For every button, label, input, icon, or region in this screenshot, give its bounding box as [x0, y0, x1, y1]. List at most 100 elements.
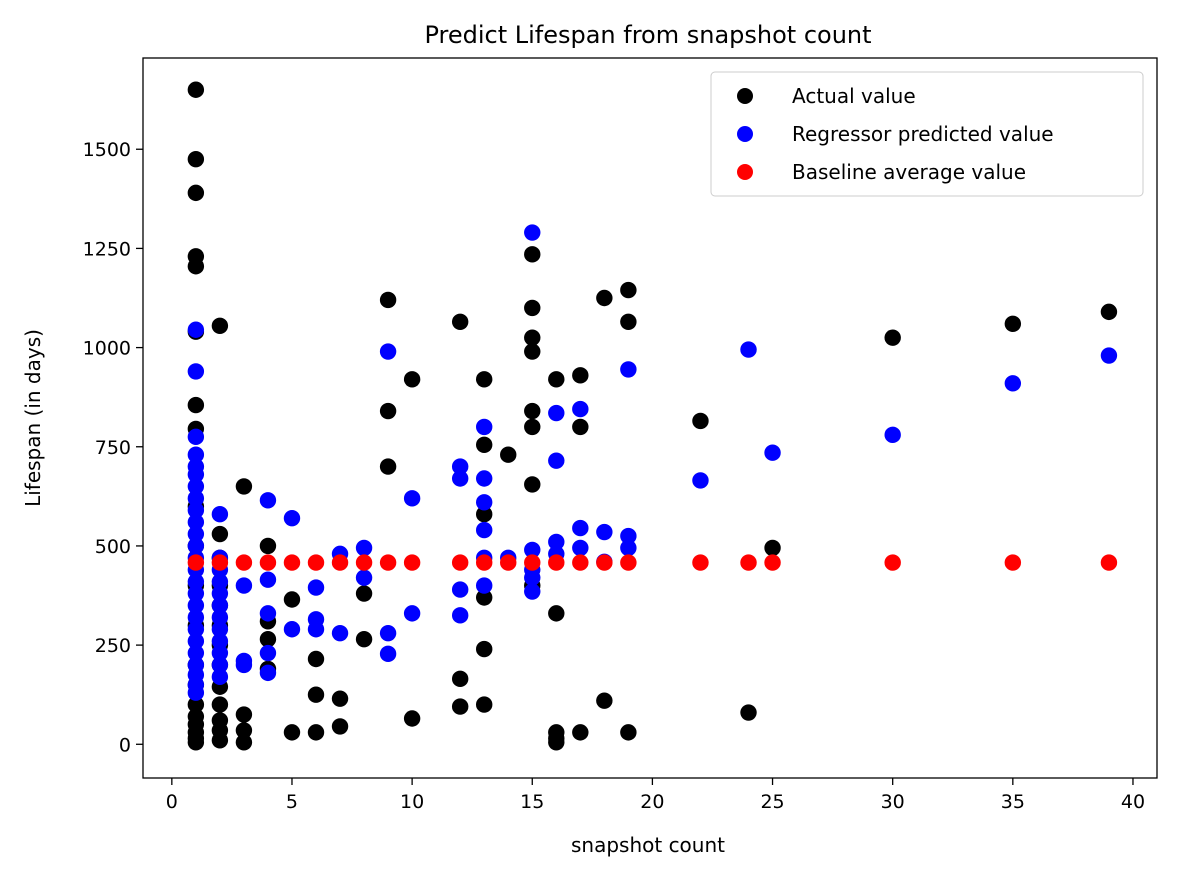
point-actual-65	[524, 246, 541, 263]
point-actual-58	[476, 371, 493, 388]
point-regressor-89	[764, 444, 781, 461]
point-regressor-70	[524, 224, 541, 241]
axis-ticks-layer: 0 5 10 15 20 25 30 35 40 0 250 500 750 1000 1250 1500	[83, 139, 1145, 813]
point-actual-53	[403, 371, 421, 388]
point-actual-79	[572, 418, 589, 436]
point-regressor-10	[187, 525, 205, 543]
point-regressor-68	[476, 577, 493, 594]
point-actual-37	[259, 537, 277, 555]
point-actual-83	[620, 281, 637, 299]
y-tick-label: 500	[95, 536, 131, 558]
point-regressor-53	[355, 569, 373, 586]
point-regressor-79	[572, 400, 589, 418]
point-actual-51	[379, 402, 397, 420]
point-regressor-34	[211, 644, 229, 662]
point-regressor-60	[451, 470, 469, 487]
legend-marker-baseline	[737, 164, 753, 180]
point-regressor-39	[235, 656, 253, 674]
point-actual-48	[355, 585, 373, 602]
legend-marker-regressor	[737, 126, 753, 142]
point-baseline-10	[451, 554, 469, 571]
point-baseline-22	[1004, 554, 1022, 571]
point-regressor-91	[1004, 375, 1022, 392]
y-tick-label: 0	[119, 734, 131, 756]
point-actual-78	[572, 367, 589, 384]
x-tick-label: 25	[760, 791, 784, 813]
point-actual-62	[476, 640, 493, 658]
point-actual-42	[283, 724, 301, 741]
point-regressor-19	[187, 632, 205, 650]
point-regressor-28	[211, 573, 229, 590]
point-regressor-64	[476, 470, 493, 487]
point-actual-60	[476, 506, 493, 523]
point-baseline-20	[764, 554, 781, 571]
legend-marker-actual	[737, 88, 753, 104]
point-regressor-56	[379, 645, 397, 663]
point-actual-81	[596, 289, 613, 307]
point-regressor-63	[476, 418, 493, 436]
point-actual-67	[524, 329, 541, 346]
point-actual-55	[451, 313, 469, 330]
point-actual-32	[211, 732, 229, 749]
point-baseline-8	[379, 554, 397, 571]
point-regressor-20	[187, 644, 205, 662]
point-regressor-33	[211, 632, 229, 650]
point-baseline-5	[307, 554, 325, 571]
x-tick-label: 0	[166, 791, 178, 813]
point-actual-82	[596, 692, 613, 709]
point-regressor-61	[451, 581, 469, 598]
y-tick-label: 1500	[83, 139, 131, 161]
point-regressor-0	[187, 321, 205, 338]
point-baseline-12	[500, 554, 517, 571]
point-baseline-16	[596, 554, 613, 571]
point-regressor-1	[187, 363, 205, 380]
point-actual-21	[211, 525, 229, 543]
point-baseline-0	[187, 554, 205, 571]
point-regressor-18	[187, 621, 205, 638]
point-actual-49	[355, 630, 373, 648]
legend: Actual value Regressor predicted value B…	[710, 71, 1144, 197]
point-actual-50	[379, 291, 397, 309]
point-regressor-31	[211, 609, 229, 626]
point-regressor-90	[884, 426, 901, 444]
point-regressor-47	[307, 579, 325, 596]
x-tick-label: 40	[1121, 791, 1145, 813]
point-baseline-23	[1100, 554, 1118, 571]
point-regressor-77	[548, 533, 565, 551]
x-tick-label: 5	[286, 791, 298, 813]
point-actual-86	[692, 412, 709, 430]
point-regressor-36	[211, 668, 229, 686]
point-regressor-5	[187, 466, 205, 483]
point-actual-36	[235, 734, 253, 751]
point-actual-85	[620, 724, 637, 741]
point-actual-63	[476, 696, 493, 713]
point-actual-80	[572, 724, 589, 741]
point-regressor-88	[740, 341, 757, 358]
legend-label-actual: Actual value	[792, 84, 916, 108]
point-actual-91	[1100, 303, 1118, 321]
point-regressor-32	[211, 621, 229, 638]
point-regressor-11	[187, 537, 205, 555]
point-regressor-51	[331, 625, 349, 642]
point-actual-57	[451, 698, 469, 715]
point-regressor-30	[211, 597, 229, 614]
point-actual-74	[548, 605, 565, 622]
point-actual-88	[764, 539, 781, 557]
x-tick-label: 15	[520, 791, 544, 813]
y-tick-label: 1250	[83, 238, 131, 260]
point-regressor-84	[620, 361, 637, 378]
point-actual-70	[524, 418, 541, 436]
chart-title: Predict Lifespan from snapshot count	[424, 21, 871, 49]
point-actual-47	[331, 718, 349, 735]
point-actual-43	[307, 650, 325, 668]
point-regressor-73	[524, 569, 541, 586]
point-actual-90	[1004, 315, 1022, 332]
point-regressor-81	[572, 539, 589, 557]
point-regressor-24	[187, 684, 205, 701]
point-actual-44	[307, 686, 325, 703]
y-tick-label: 1000	[83, 338, 131, 360]
point-actual-33	[235, 478, 253, 495]
point-regressor-17	[187, 609, 205, 626]
